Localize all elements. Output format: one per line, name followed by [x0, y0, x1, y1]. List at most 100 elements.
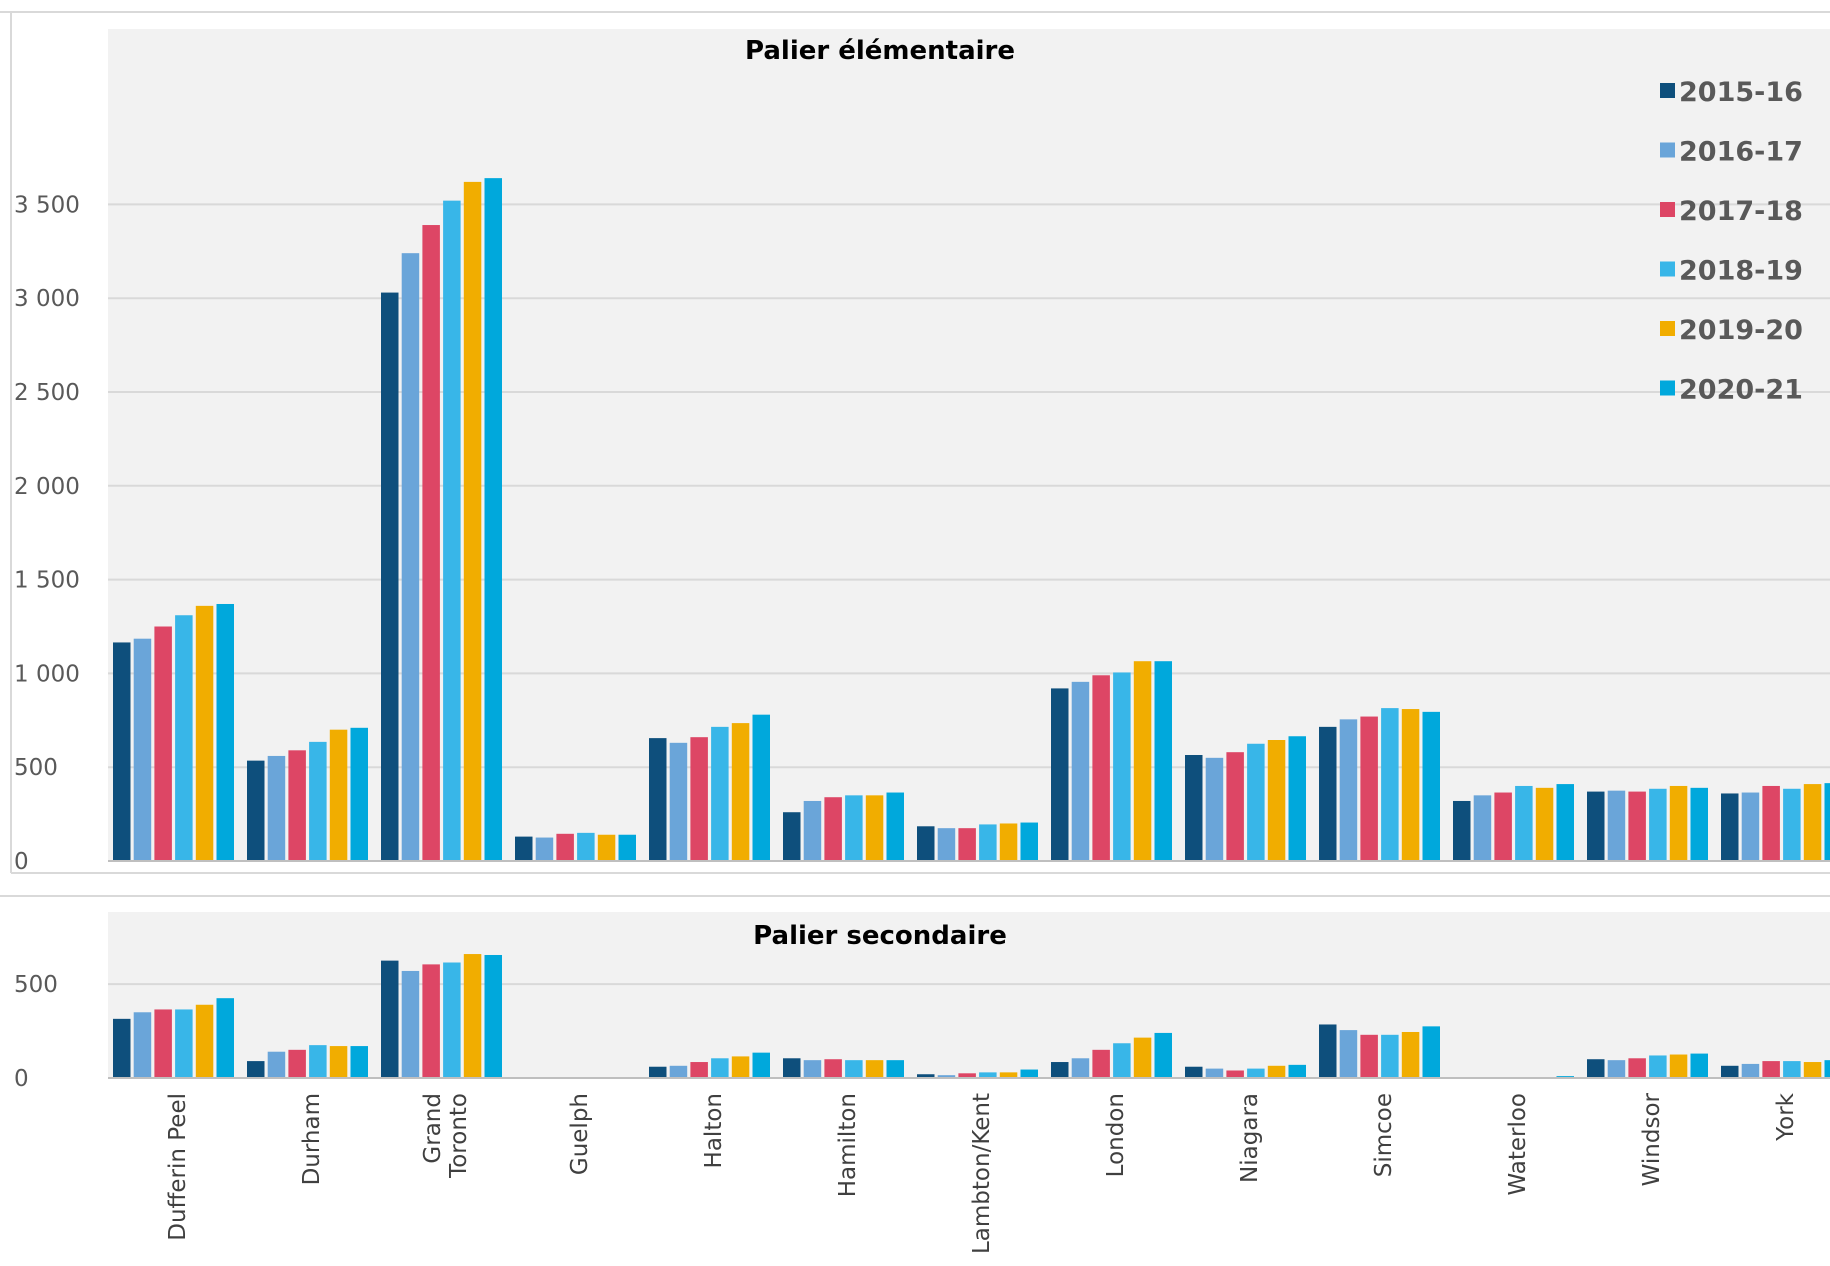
elementary-bar: [484, 178, 502, 862]
secondary-bar: [1247, 1068, 1265, 1078]
elementary-bar: [597, 834, 616, 861]
elementary-bar: [1401, 709, 1420, 861]
secondary-bar: [1360, 1034, 1378, 1078]
secondary-bar: [1783, 1061, 1801, 1078]
elementary-bar: [865, 795, 884, 861]
secondary-bar: [690, 1062, 708, 1078]
secondary-y-tick-label: 0: [14, 1066, 29, 1092]
secondary-bar: [1288, 1064, 1306, 1078]
elementary-bar: [329, 729, 348, 861]
elementary-bar: [1453, 800, 1471, 861]
secondary-bar: [484, 954, 502, 1078]
secondary-y-tick-label: 500: [14, 972, 58, 998]
secondary-chart-title: Palier secondaire: [753, 921, 1007, 951]
category-label: Windsor: [1639, 1092, 1665, 1186]
elementary-bar: [1649, 788, 1667, 861]
elementary-bar: [979, 824, 997, 861]
secondary-bar: [329, 1046, 348, 1078]
category-label: Lambton/Kent: [969, 1093, 995, 1254]
elementary-bar: [917, 826, 935, 861]
secondary-bar: [1587, 1059, 1605, 1078]
secondary-bar: [1422, 1026, 1440, 1078]
secondary-bar: [1649, 1055, 1667, 1078]
category-label-line: Grand: [420, 1093, 446, 1164]
elementary-bar: [824, 797, 842, 861]
elementary-bar: [1494, 792, 1512, 861]
legend-label: 2017-18: [1679, 196, 1803, 227]
elementary-bar: [1515, 785, 1533, 861]
legend: 2015-16 2016-17 2017-18 2018-19 2019-20 2020-…: [1660, 77, 1803, 406]
elementary-bar: [999, 823, 1018, 861]
elementary-bar: [133, 638, 152, 861]
secondary-bar: [824, 1059, 842, 1078]
legend-swatch: [1660, 202, 1675, 217]
elementary-bar: [1762, 785, 1780, 861]
secondary-bar: [1185, 1066, 1203, 1078]
elementary-bar: [1422, 711, 1440, 861]
elementary-bar: [154, 626, 172, 861]
elementary-bar: [752, 714, 770, 861]
elementary-bar: [1535, 787, 1554, 861]
secondary-bar: [113, 1018, 131, 1078]
elementary-bars: [113, 178, 1830, 862]
elementary-bar: [1783, 788, 1801, 861]
elementary-bar: [1669, 785, 1688, 861]
elementary-bar: [1824, 783, 1830, 861]
secondary-bar: [381, 960, 399, 1078]
elementary-bar: [1628, 791, 1646, 861]
secondary-bar: [195, 1004, 214, 1078]
secondary-bar: [1669, 1054, 1688, 1078]
elementary-bar: [845, 795, 863, 861]
secondary-y-axis: 0 500: [14, 972, 58, 1092]
elementary-bar: [216, 603, 234, 861]
secondary-bar: [309, 1045, 327, 1078]
elementary-bar: [1556, 784, 1574, 861]
elementary-y-axis: 0 500 1 000 1 500 2 000 2 500 3 000 3 500: [14, 192, 80, 875]
elementary-bar: [1133, 661, 1152, 861]
secondary-bar: [803, 1060, 822, 1078]
elementary-y-tick-label: 0: [14, 849, 29, 875]
elementary-bar: [350, 727, 368, 861]
elementary-y-tick-label: 3 000: [14, 286, 80, 312]
elementary-y-tick-label: 2 500: [14, 380, 80, 406]
secondary-bar: [1721, 1065, 1739, 1078]
elementary-bar: [886, 792, 904, 861]
secondary-bar: [1071, 1058, 1090, 1078]
secondary-bar: [443, 962, 461, 1078]
elementary-bar: [1607, 790, 1626, 861]
secondary-bar: [267, 1051, 286, 1078]
elementary-bar: [669, 742, 688, 861]
secondary-bar: [1113, 1043, 1131, 1078]
secondary-bar: [1092, 1049, 1110, 1078]
elementary-y-tick-label: 500: [14, 755, 58, 781]
secondary-bar: [1762, 1061, 1780, 1078]
secondary-bar: [979, 1072, 997, 1078]
elementary-bar: [535, 837, 554, 861]
elementary-y-tick-label: 2 000: [14, 474, 80, 500]
legend-swatch: [1660, 83, 1675, 98]
secondary-bar: [845, 1060, 863, 1078]
elementary-bar: [937, 828, 956, 861]
elementary-bar: [690, 737, 708, 861]
elementary-bar: [556, 833, 574, 861]
elementary-bar: [803, 800, 822, 861]
secondary-bar: [216, 998, 234, 1078]
elementary-bar: [1020, 822, 1038, 861]
elementary-bar: [422, 225, 440, 861]
elementary-bar: [1154, 661, 1172, 861]
elementary-bar: [195, 605, 214, 861]
secondary-bar: [133, 1012, 152, 1078]
secondary-bar: [463, 954, 482, 1078]
elementary-bar: [1113, 672, 1131, 861]
elementary-bar: [288, 750, 306, 861]
elementary-bar: [1267, 739, 1286, 861]
elementary-bar: [1092, 675, 1110, 861]
secondary-bar: [350, 1046, 368, 1078]
secondary-bar: [937, 1075, 956, 1078]
elementary-bar: [113, 642, 131, 861]
secondary-bar: [958, 1073, 976, 1078]
elementary-bar: [1803, 784, 1822, 861]
legend-label: 2019-20: [1679, 315, 1803, 346]
secondary-bar: [1381, 1034, 1399, 1078]
